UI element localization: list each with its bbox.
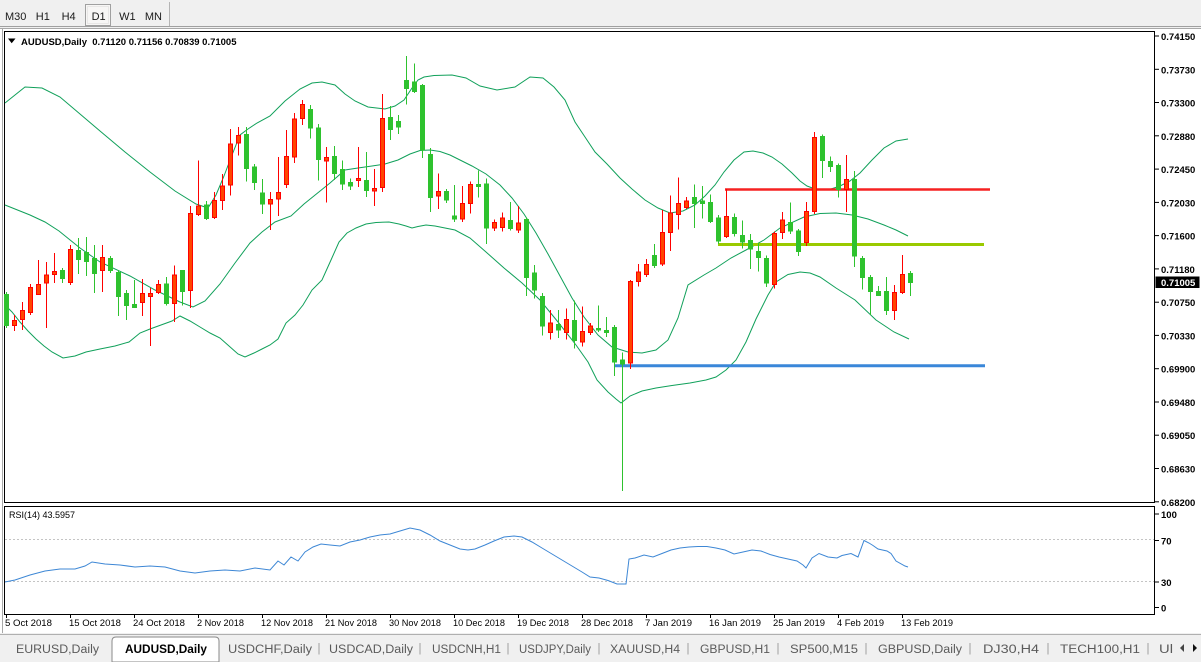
svg-text:USDCNH,H1: USDCNH,H1 — [432, 644, 501, 656]
svg-text:0.71005: 0.71005 — [1161, 278, 1196, 289]
svg-text:H1: H1 — [36, 11, 50, 23]
svg-text:70: 70 — [1161, 537, 1172, 548]
svg-text:15 Oct 2018: 15 Oct 2018 — [69, 618, 121, 628]
svg-text:13 Feb 2019: 13 Feb 2019 — [901, 618, 953, 628]
svg-text:12 Nov 2018: 12 Nov 2018 — [261, 618, 313, 628]
svg-text:|: | — [865, 643, 868, 655]
svg-text:D1: D1 — [92, 11, 106, 23]
svg-text:30: 30 — [1161, 578, 1172, 589]
svg-text:2 Nov 2018: 2 Nov 2018 — [197, 618, 244, 628]
svg-text:0.72450: 0.72450 — [1161, 165, 1195, 176]
svg-text:21 Nov 2018: 21 Nov 2018 — [325, 618, 377, 628]
svg-text:0.69900: 0.69900 — [1161, 365, 1195, 376]
svg-text:0.69050: 0.69050 — [1161, 431, 1195, 442]
svg-text:0.68200: 0.68200 — [1161, 498, 1195, 509]
svg-text:EURUSD,Daily: EURUSD,Daily — [16, 644, 99, 656]
svg-text:|: | — [1047, 643, 1050, 655]
svg-text:0.73300: 0.73300 — [1161, 99, 1195, 110]
svg-text:SP500,M15: SP500,M15 — [790, 644, 858, 656]
svg-text:100: 100 — [1161, 510, 1177, 521]
svg-text:TECH100,H1: TECH100,H1 — [1060, 644, 1140, 656]
svg-text:10 Dec 2018: 10 Dec 2018 — [453, 618, 505, 628]
svg-text:|: | — [969, 643, 972, 655]
svg-text:19 Dec 2018: 19 Dec 2018 — [517, 618, 569, 628]
svg-text:0.72880: 0.72880 — [1161, 132, 1195, 143]
svg-text:25 Jan 2019: 25 Jan 2019 — [773, 618, 825, 628]
svg-text:USDCHF,Daily: USDCHF,Daily — [228, 644, 312, 656]
svg-text:28 Dec 2018: 28 Dec 2018 — [581, 618, 633, 628]
svg-text:W1: W1 — [119, 11, 136, 23]
svg-text:AUDUSD,Daily: AUDUSD,Daily — [125, 644, 208, 656]
svg-text:0.70330: 0.70330 — [1161, 331, 1195, 342]
svg-text:0.71180: 0.71180 — [1161, 265, 1195, 276]
svg-text:MN: MN — [145, 11, 162, 23]
svg-text:7 Jan 2019: 7 Jan 2019 — [645, 618, 692, 628]
svg-text:|: | — [598, 643, 601, 655]
svg-text:|: | — [777, 643, 780, 655]
svg-text:GBPUSD,H1: GBPUSD,H1 — [700, 644, 770, 656]
svg-text:USDJPY,Daily: USDJPY,Daily — [519, 644, 591, 656]
svg-text:USDCAD,Daily: USDCAD,Daily — [329, 644, 413, 656]
svg-text:0.73730: 0.73730 — [1161, 65, 1195, 76]
svg-text:AUDUSD,Daily 0.71120 0.71156: AUDUSD,Daily 0.71120 0.71156 0.70839 0.7… — [21, 37, 237, 48]
svg-text:0.72030: 0.72030 — [1161, 198, 1195, 209]
svg-text:16 Jan 2019: 16 Jan 2019 — [709, 618, 761, 628]
svg-text:24 Oct 2018: 24 Oct 2018 — [133, 618, 185, 628]
svg-text:|: | — [419, 643, 422, 655]
svg-text:M30: M30 — [5, 11, 26, 23]
svg-text:Ul: Ul — [1159, 644, 1173, 656]
svg-text:0.68630: 0.68630 — [1161, 465, 1195, 476]
svg-text:4 Feb 2019: 4 Feb 2019 — [837, 618, 884, 628]
svg-text:0: 0 — [1161, 604, 1166, 615]
svg-text:0.71600: 0.71600 — [1161, 232, 1195, 243]
svg-text:|: | — [507, 643, 510, 655]
svg-text:|: | — [318, 643, 321, 655]
svg-text:0.70750: 0.70750 — [1161, 298, 1195, 309]
svg-text:5 Oct 2018: 5 Oct 2018 — [5, 618, 52, 628]
svg-text:DJ30,H4: DJ30,H4 — [983, 644, 1040, 656]
svg-text:GBPUSD,Daily: GBPUSD,Daily — [878, 644, 962, 656]
svg-text:RSI(14) 43.5957: RSI(14) 43.5957 — [9, 510, 75, 520]
svg-text:0.74150: 0.74150 — [1161, 32, 1195, 43]
svg-text:|: | — [687, 643, 690, 655]
svg-text:|: | — [1147, 643, 1150, 655]
svg-text:0.69480: 0.69480 — [1161, 398, 1195, 409]
svg-text:XAUUSD,H4: XAUUSD,H4 — [610, 644, 681, 656]
svg-text:H4: H4 — [62, 11, 76, 23]
svg-text:30 Nov 2018: 30 Nov 2018 — [389, 618, 441, 628]
